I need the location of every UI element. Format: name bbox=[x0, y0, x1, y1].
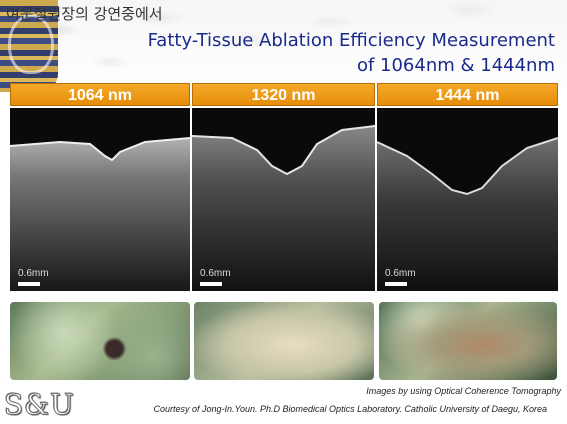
caption-courtesy: Courtesy of Jong-In.Youn. Ph.D Biomedica… bbox=[153, 404, 547, 414]
scale-bar bbox=[385, 282, 407, 286]
scale-bar bbox=[18, 282, 40, 286]
scale-label: 0.6mm bbox=[18, 268, 49, 279]
title-line-2: of 1064nm & 1444nm bbox=[356, 55, 555, 76]
slide-title: Fatty-Tissue Ablation Efficiency Measure… bbox=[148, 28, 555, 78]
scale-label: 0.6mm bbox=[200, 268, 231, 279]
caption-oct-source: Images by using Optical Coherence Tomogr… bbox=[366, 386, 561, 396]
tissue-photo-1444 bbox=[379, 302, 557, 380]
background-pattern bbox=[0, 0, 567, 92]
su-logo: S&U bbox=[4, 388, 75, 422]
emblem-logo bbox=[0, 0, 58, 92]
oct-image-1320: 0.6mm bbox=[192, 108, 375, 291]
column-header-1064: 1064 nm bbox=[10, 83, 190, 106]
oct-image-1444: 0.6mm bbox=[377, 108, 558, 291]
title-line-1: Fatty-Tissue Ablation Efficiency Measure… bbox=[147, 30, 555, 51]
tissue-photo-1064 bbox=[10, 302, 190, 380]
tissue-photo-1320 bbox=[194, 302, 374, 380]
scale-label: 0.6mm bbox=[385, 268, 416, 279]
oct-image-1064: 0.6mm bbox=[10, 108, 190, 291]
column-header-1320: 1320 nm bbox=[192, 83, 375, 106]
korean-title: 여운철원장의 강연중에서 bbox=[6, 5, 163, 23]
column-header-1444: 1444 nm bbox=[377, 83, 558, 106]
scale-bar bbox=[200, 282, 222, 286]
